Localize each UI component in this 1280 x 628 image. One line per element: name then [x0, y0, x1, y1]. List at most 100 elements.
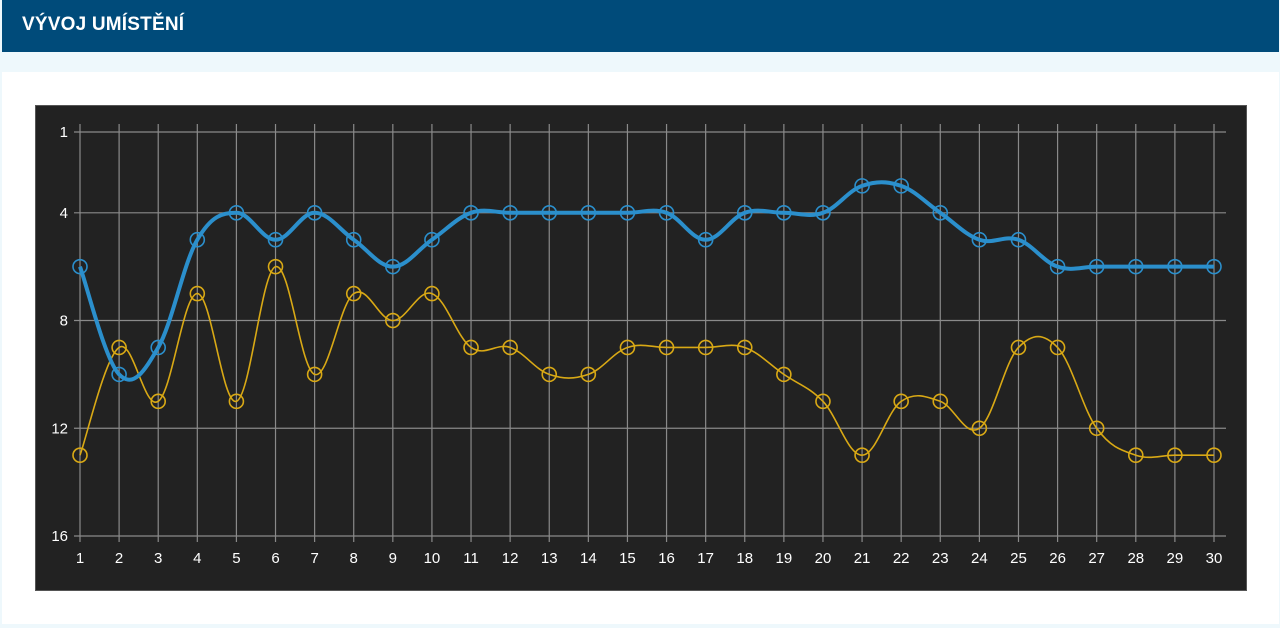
series-point-0	[345, 231, 362, 248]
series-point-0	[189, 231, 206, 248]
series-point-1	[502, 339, 518, 356]
y-tick-label: 16	[51, 528, 68, 545]
series-point-0	[1010, 231, 1027, 248]
x-tick-label: 12	[502, 550, 519, 567]
series-point-0	[1088, 258, 1105, 275]
series-point-1	[1206, 447, 1222, 464]
series-point-0	[658, 205, 675, 221]
x-tick-label: 28	[1127, 550, 1144, 567]
series-point-1	[1010, 339, 1027, 356]
x-tick-label: 5	[232, 550, 240, 567]
series-point-0	[619, 205, 636, 221]
x-tick-label: 3	[154, 550, 162, 567]
ranking-chart: 1 2 3 4 5 6 7 8 9 10 11 12 13 14 15 16 17 18 19 20 21 22 23 24 2…	[35, 105, 1247, 591]
y-tick-label: 12	[51, 420, 68, 437]
chart-series	[72, 178, 1222, 464]
series-point-1	[1049, 339, 1066, 356]
x-tick-label: 11	[463, 550, 479, 567]
x-tick-label: 16	[658, 550, 675, 567]
x-tick-label: 13	[541, 550, 558, 567]
series-point-1	[697, 339, 714, 356]
series-point-1	[893, 393, 909, 410]
x-tick-label: 10	[424, 550, 441, 567]
y-tick-label: 1	[60, 124, 68, 141]
series-point-1	[72, 447, 88, 464]
series-line-1	[79, 265, 1214, 459]
series-point-1	[306, 366, 323, 383]
series-point-1	[541, 366, 558, 383]
x-tick-label: 23	[932, 550, 949, 567]
series-point-1	[971, 420, 988, 437]
x-tick-label: 26	[1049, 550, 1066, 567]
series-point-0	[736, 205, 753, 221]
series-point-1	[424, 285, 440, 302]
x-tick-label: 4	[193, 550, 201, 567]
series-point-1	[580, 366, 597, 383]
series-point-0	[697, 231, 714, 248]
x-tick-label: 9	[389, 550, 397, 567]
series-point-1	[1088, 420, 1105, 437]
x-tick-label: 15	[619, 550, 636, 567]
x-tick-label: 1	[76, 550, 84, 567]
x-tick-label: 22	[893, 550, 910, 567]
x-tick-label: 25	[1010, 550, 1027, 567]
series-point-0	[893, 178, 909, 194]
x-tick-label: 17	[697, 550, 714, 567]
x-tick-label: 2	[115, 550, 123, 567]
series-point-1	[1167, 447, 1183, 464]
page-title: VÝVOJ UMÍSTĚNÍ	[22, 14, 185, 35]
x-tick-label: 30	[1206, 550, 1223, 567]
series-point-1	[189, 285, 206, 302]
series-point-0	[228, 205, 245, 221]
series-point-1	[463, 339, 479, 356]
series-line-0	[78, 180, 1214, 382]
series-point-0	[267, 231, 284, 248]
x-tick-label: 21	[854, 550, 871, 567]
series-point-0	[72, 258, 88, 275]
series-point-0	[1049, 258, 1066, 275]
series-point-0	[1167, 258, 1183, 275]
series-point-1	[1127, 447, 1144, 464]
series-point-1	[776, 366, 792, 383]
series-point-0	[463, 205, 479, 221]
series-point-1	[658, 339, 675, 356]
series-point-0	[776, 205, 792, 221]
series-point-0	[815, 205, 831, 221]
series-point-0	[306, 205, 323, 221]
x-tick-label: 6	[271, 550, 279, 567]
x-tick-label: 14	[580, 550, 597, 567]
series-point-1	[111, 339, 127, 356]
series-point-0	[424, 231, 440, 248]
series-point-1	[736, 339, 753, 356]
x-tick-label: 24	[971, 550, 988, 567]
series-point-0	[541, 205, 558, 221]
series-point-0	[111, 366, 127, 383]
series-point-0	[502, 205, 518, 221]
series-point-0	[580, 205, 597, 221]
chart-svg: 1 2 3 4 5 6 7 8 9 10 11 12 13 14 15 16 17 18 19 20 21 22 23 24 2…	[51, 124, 1226, 567]
series-point-1	[267, 258, 284, 275]
series-point-1	[345, 285, 362, 302]
x-tick-label: 27	[1088, 550, 1105, 567]
series-point-0	[385, 258, 401, 275]
x-tick-label: 19	[776, 550, 793, 567]
x-tick-label: 18	[736, 550, 753, 567]
y-tick-label: 8	[60, 313, 68, 330]
series-point-0	[1127, 258, 1144, 275]
series-point-1	[228, 393, 245, 410]
series-point-1	[932, 393, 949, 410]
x-tick-label: 20	[815, 550, 832, 567]
series-point-0	[854, 178, 870, 194]
series-point-0	[932, 205, 949, 221]
series-point-0	[1206, 258, 1222, 275]
header-bar: VÝVOJ UMÍSTĚNÍ	[2, 0, 1279, 52]
chart-tick-labels: 1 2 3 4 5 6 7 8 9 10 11 12 13 14 15 16 17 18 19 20 21 22 23 24 2…	[51, 124, 1222, 567]
series-point-1	[150, 393, 167, 410]
y-tick-label: 4	[60, 205, 68, 222]
series-point-1	[385, 312, 401, 329]
series-point-1	[854, 447, 870, 464]
series-point-1	[619, 339, 636, 356]
series-point-1	[815, 393, 831, 410]
series-point-0	[150, 339, 167, 356]
x-tick-label: 7	[310, 550, 318, 567]
